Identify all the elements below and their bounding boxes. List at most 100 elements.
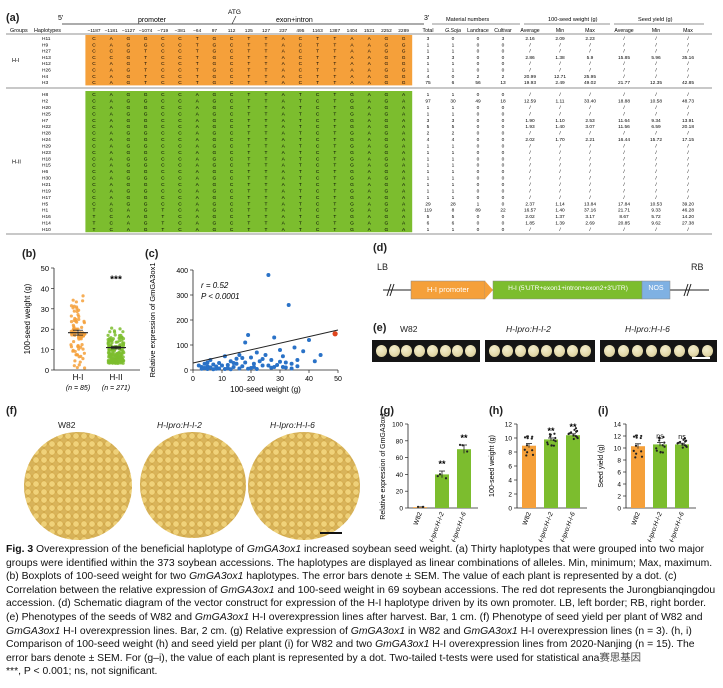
allele-cell: A — [110, 143, 114, 149]
stat-cell: / — [559, 150, 561, 156]
stat-cell: 56 — [475, 80, 481, 86]
allele-cell: T — [161, 221, 164, 227]
data-dot — [69, 304, 74, 308]
y-tick-label: 10 — [41, 346, 49, 355]
haplotype-label: H4 — [42, 74, 48, 80]
allele-cell: C — [178, 188, 182, 194]
allele-cell: A — [350, 68, 354, 74]
category-label: H-Ipro:H-I-6 — [450, 511, 468, 542]
seed-weight-bar-chart: 0 2 4 6 8 10 12 100-seed weight (g) W82 ** H-Ipro:… — [489, 422, 587, 542]
allele-cell: C — [161, 61, 165, 67]
allele-cell: A — [368, 188, 372, 194]
allele-cell: T — [299, 208, 302, 214]
stat-cell: 17.15 — [682, 137, 694, 143]
data-dot — [110, 326, 114, 330]
allele-cell: G — [385, 208, 389, 214]
stat-cell: 1.14 — [555, 201, 565, 207]
stat-cell: 0 — [452, 36, 455, 42]
data-dot — [79, 354, 83, 358]
stat-cell: 2 — [502, 74, 505, 80]
allele-cell: T — [144, 80, 147, 86]
data-dot — [683, 444, 686, 447]
allele-cell: A — [110, 74, 114, 80]
stat-cell: 6 — [427, 221, 430, 227]
data-dot — [640, 450, 643, 453]
allele-cell: A — [402, 208, 406, 214]
allele-cell: T — [333, 201, 336, 207]
allele-cell: G — [385, 80, 389, 86]
data-point — [231, 361, 236, 365]
stat-cell: / — [687, 92, 689, 98]
haplotype-label: H1 — [42, 208, 48, 214]
stat-cell: 0 — [477, 195, 480, 201]
stat-cell: 1 — [452, 195, 455, 201]
allele-cell: G — [385, 195, 389, 201]
allele-cell: G — [144, 99, 148, 105]
haplotype-label: H12 — [42, 61, 51, 67]
allele-cell: G — [402, 42, 406, 48]
allele-cell: A — [282, 131, 286, 137]
stat-cell: / — [623, 188, 625, 194]
allele-cell: T — [333, 42, 336, 48]
data-point — [199, 366, 204, 371]
figure-caption: Fig. 3 Overexpression of the beneficial … — [6, 543, 718, 679]
stat-cell: / — [529, 169, 531, 175]
allele-cell: G — [350, 118, 354, 124]
stat-cell: 1 — [427, 92, 430, 98]
data-dot — [523, 448, 526, 451]
allele-cell: G — [213, 188, 217, 194]
allele-cell: T — [299, 105, 302, 111]
position-header: −1187 — [87, 28, 100, 34]
bar — [544, 439, 558, 508]
data-point — [217, 361, 222, 365]
allele-cell: G — [350, 92, 354, 98]
allele-cell: A — [196, 182, 200, 188]
data-point — [246, 366, 251, 371]
data-dot — [461, 444, 464, 447]
watermark-text: 赛思基因 — [599, 652, 642, 664]
allele-cell: T — [316, 68, 319, 74]
stat-cell: / — [529, 150, 531, 156]
stat-subheader: Min — [652, 28, 660, 34]
allele-cell: G — [350, 99, 354, 105]
stat-cell: / — [687, 61, 689, 67]
stat-cell: 1 — [427, 195, 430, 201]
data-dot — [73, 349, 77, 354]
stat-cell: 0 — [502, 169, 505, 175]
allele-cell: G — [213, 163, 217, 169]
data-dot — [525, 444, 529, 447]
stat-cell: / — [655, 227, 657, 233]
data-dot — [80, 325, 84, 329]
allele-cell: C — [92, 105, 96, 111]
stat-cell: / — [559, 131, 561, 137]
stat-cell: / — [687, 195, 689, 201]
allele-cell: G — [213, 55, 217, 61]
stat-cell: 16.44 — [618, 137, 630, 143]
y-axis-label: 100-seed weight (g) — [489, 435, 496, 497]
trend-line — [192, 329, 339, 364]
stat-cell: / — [623, 131, 625, 137]
allele-cell: T — [247, 221, 250, 227]
allele-cell: C — [161, 105, 165, 111]
allele-cell: T — [316, 42, 319, 48]
allele-cell: T — [333, 74, 336, 80]
data-dot — [72, 339, 76, 344]
allele-cell: C — [230, 137, 234, 143]
stat-cell: 2.69 — [585, 221, 595, 227]
allele-cell: C — [230, 131, 234, 137]
data-dot — [121, 361, 125, 365]
panel-label-c: (c) — [145, 248, 159, 260]
stat-cell: / — [589, 182, 591, 188]
data-dot — [458, 443, 462, 446]
caption-text: and 100-seed weight in 69 soybean access… — [6, 584, 716, 623]
stat-cell: / — [623, 182, 625, 188]
data-dot — [71, 298, 75, 302]
allele-cell: C — [92, 124, 96, 130]
stat-cell: 3.07 — [585, 124, 595, 130]
allele-cell: C — [230, 80, 234, 86]
seed-yield-photo-w82 — [24, 432, 132, 540]
allele-cell: C — [178, 214, 182, 220]
data-point — [228, 367, 233, 372]
y-tick-label: 0 — [45, 366, 49, 375]
stat-cell: 9.34 — [651, 118, 661, 124]
